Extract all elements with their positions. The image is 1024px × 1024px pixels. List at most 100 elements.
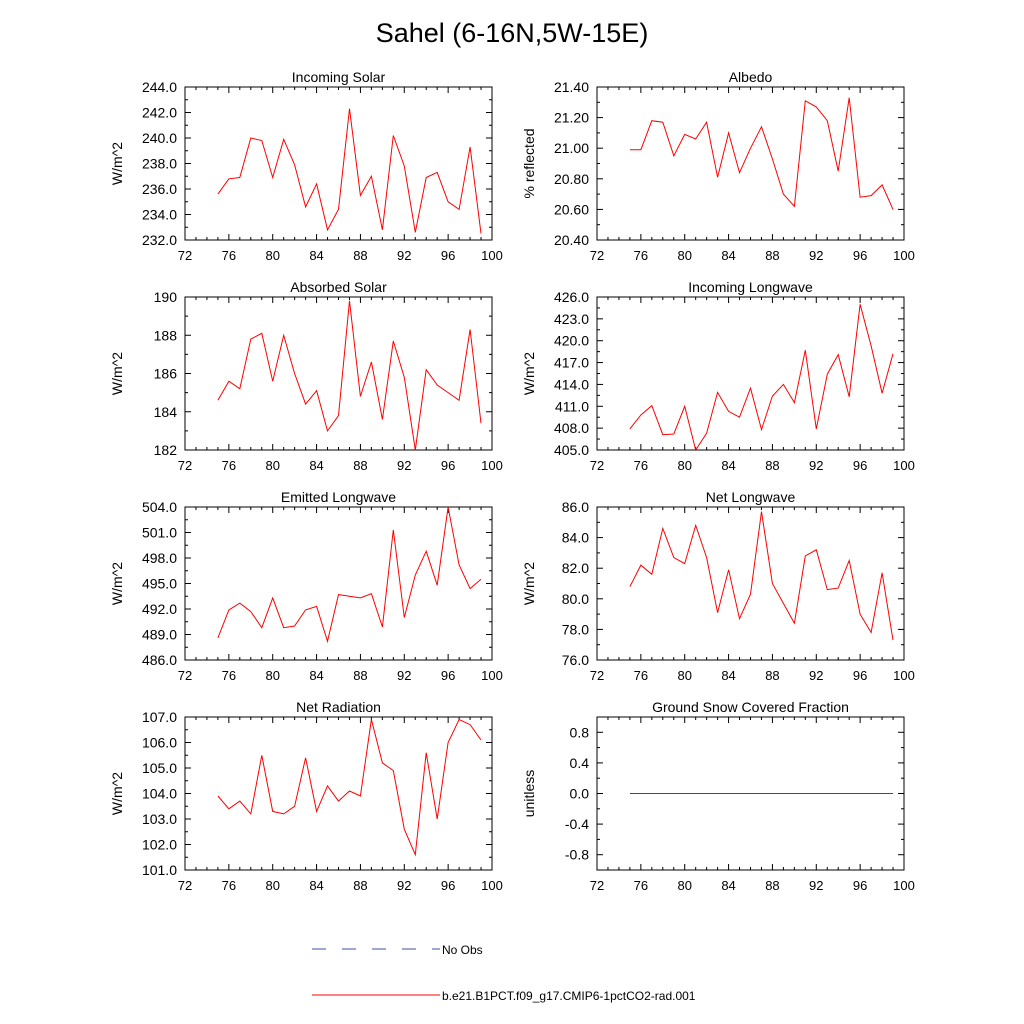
legend-entry-model: b.e21.B1PCT.f09_g17.CMIP6-1pctCO2-rad.00… xyxy=(312,989,696,1003)
x-tick-label: 84 xyxy=(721,878,735,893)
y-tick-label: 501.0 xyxy=(142,525,177,541)
x-tick-label: 88 xyxy=(353,878,367,893)
x-tick-label: 72 xyxy=(590,458,604,473)
x-tick-label: 76 xyxy=(222,878,236,893)
y-tick-label: 103.0 xyxy=(142,811,177,827)
y-tick-label: 184 xyxy=(154,404,178,420)
y-tick-label: 426.0 xyxy=(554,289,589,305)
y-tick-label: 414.0 xyxy=(554,376,589,392)
x-tick-label: 88 xyxy=(353,248,367,263)
x-tick-label: 80 xyxy=(265,668,279,683)
x-tick-label: 96 xyxy=(441,248,455,263)
y-tick-label: 20.40 xyxy=(554,232,589,248)
y-tick-label: 240.0 xyxy=(142,130,177,146)
y-axis-label: W/m^2 xyxy=(521,562,537,605)
y-tick-label: 232.0 xyxy=(142,232,177,248)
panel-1: Incoming Solar W/m^2 72 76 80 84 88 92 96 100 232.… xyxy=(109,69,503,263)
y-tick-label: 420.0 xyxy=(554,333,589,349)
plot-frame xyxy=(184,296,493,451)
x-tick-label: 76 xyxy=(222,668,236,683)
x-tick-label: 72 xyxy=(178,668,192,683)
y-tick-label: 236.0 xyxy=(142,181,177,197)
legend: No Obs b.e21.B1PCT.f09_g17.CMIP6-1pctCO2… xyxy=(312,943,696,1003)
x-tick-label: 72 xyxy=(178,878,192,893)
x-tick-label: 92 xyxy=(397,248,411,263)
panel-title: Net Longwave xyxy=(706,489,796,505)
x-tick-label: 88 xyxy=(353,458,367,473)
x-tick-label: 88 xyxy=(765,248,779,263)
y-tick-label: 242.0 xyxy=(142,105,177,121)
panels: Incoming Solar W/m^2 72 76 80 84 88 92 96 100 232.… xyxy=(109,69,915,893)
x-tick-label: 100 xyxy=(481,878,503,893)
y-tick-label: 495.0 xyxy=(142,576,177,592)
x-tick-label: 76 xyxy=(634,878,648,893)
panel-title: Albedo xyxy=(729,69,773,85)
x-tick-label: 100 xyxy=(481,248,503,263)
x-tick-label: 72 xyxy=(590,878,604,893)
plot-frame xyxy=(184,506,493,661)
y-tick-label: 0.4 xyxy=(570,755,590,771)
y-axis-label: % reflected xyxy=(521,128,537,198)
series-line xyxy=(217,300,482,451)
y-tick-label: 107.0 xyxy=(142,709,177,725)
y-tick-label: 504.0 xyxy=(142,499,177,515)
panel-4: Incoming Longwave W/m^2 72 76 80 84 88 92 96 100 4… xyxy=(521,279,915,473)
series-line xyxy=(217,108,482,234)
panel-title: Emitted Longwave xyxy=(281,489,396,505)
y-tick-label: 188 xyxy=(154,327,178,343)
y-tick-label: 21.40 xyxy=(554,79,589,95)
y-tick-label: 489.0 xyxy=(142,627,177,643)
x-tick-label: 96 xyxy=(441,668,455,683)
x-tick-label: 76 xyxy=(634,248,648,263)
y-tick-label: 0.0 xyxy=(570,786,590,802)
y-tick-label: 238.0 xyxy=(142,156,177,172)
y-axis-label: unitless xyxy=(521,770,537,817)
y-tick-label: 82.0 xyxy=(562,560,589,576)
plot-frame xyxy=(184,716,493,871)
x-tick-label: 100 xyxy=(893,878,915,893)
y-axis-label: W/m^2 xyxy=(109,352,125,395)
legend-entry-no-obs: No Obs xyxy=(312,943,483,957)
x-tick-label: 76 xyxy=(222,248,236,263)
x-tick-label: 80 xyxy=(677,878,691,893)
y-tick-label: -0.8 xyxy=(565,847,589,863)
x-tick-label: 96 xyxy=(853,248,867,263)
x-tick-label: 80 xyxy=(677,458,691,473)
x-tick-label: 100 xyxy=(481,668,503,683)
y-axis-label: W/m^2 xyxy=(109,772,125,815)
x-tick-label: 76 xyxy=(222,458,236,473)
series-line xyxy=(629,304,894,452)
x-tick-label: 88 xyxy=(765,668,779,683)
x-tick-label: 84 xyxy=(721,458,735,473)
y-axis-label: W/m^2 xyxy=(521,352,537,395)
x-tick-label: 84 xyxy=(309,248,323,263)
panel-5: Emitted Longwave W/m^2 72 76 80 84 88 92 96 100 48… xyxy=(109,489,503,683)
series-line xyxy=(217,506,482,644)
x-tick-label: 80 xyxy=(677,668,691,683)
x-tick-label: 72 xyxy=(178,458,192,473)
panel-2: Albedo % reflected 72 76 80 84 88 92 96 100 20.40 2… xyxy=(521,69,915,263)
panel-8: Ground Snow Covered Fraction unitless 72 76… xyxy=(521,699,915,893)
x-tick-label: 72 xyxy=(590,668,604,683)
series-line xyxy=(629,97,894,210)
y-tick-label: 182 xyxy=(154,442,178,458)
y-tick-label: 234.0 xyxy=(142,207,177,223)
y-tick-label: 105.0 xyxy=(142,760,177,776)
x-tick-label: 92 xyxy=(397,668,411,683)
y-tick-label: 20.60 xyxy=(554,201,589,217)
y-tick-label: 86.0 xyxy=(562,499,589,515)
x-tick-label: 100 xyxy=(893,458,915,473)
x-tick-label: 96 xyxy=(441,878,455,893)
legend-label-model: b.e21.B1PCT.f09_g17.CMIP6-1pctCO2-rad.00… xyxy=(442,989,696,1003)
x-tick-label: 84 xyxy=(309,878,323,893)
series-line xyxy=(629,511,894,641)
x-tick-label: 84 xyxy=(309,458,323,473)
y-tick-label: 0.8 xyxy=(570,724,590,740)
x-tick-label: 72 xyxy=(590,248,604,263)
y-tick-label: 20.80 xyxy=(554,171,589,187)
x-tick-label: 76 xyxy=(634,668,648,683)
series-line xyxy=(217,718,482,857)
panel-title: Absorbed Solar xyxy=(290,279,387,295)
y-tick-label: 101.0 xyxy=(142,862,177,878)
y-tick-label: 106.0 xyxy=(142,735,177,751)
